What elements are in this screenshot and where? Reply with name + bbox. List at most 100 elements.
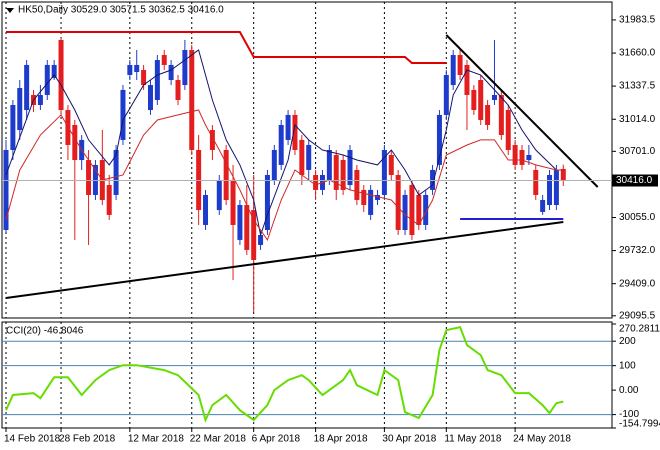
candle-body <box>395 174 401 230</box>
candle-body <box>457 55 463 75</box>
candle-body <box>416 194 422 225</box>
y-tick-label: 0.00 <box>619 385 639 396</box>
candle-body <box>44 64 50 95</box>
candle-body <box>485 105 491 125</box>
candle-body <box>141 69 147 86</box>
candle-body <box>436 114 442 165</box>
candle-body <box>58 39 64 111</box>
candle-body <box>127 64 133 75</box>
candle-body <box>168 64 174 81</box>
x-tick-label: 11 May 2018 <box>444 434 502 445</box>
candle-body <box>361 189 367 205</box>
candle-body <box>533 169 539 195</box>
overlay-line <box>5 221 564 299</box>
candle-body <box>230 180 236 225</box>
y-tick-label: -100 <box>619 409 639 420</box>
candle-body <box>10 105 16 150</box>
candle-body <box>223 149 229 200</box>
x-tick-label: 6 Apr 2018 <box>252 434 301 445</box>
candle-body <box>505 110 511 150</box>
candle-body <box>326 149 332 181</box>
candle-body <box>375 194 381 200</box>
candle-body <box>161 55 167 65</box>
candle-body <box>402 194 408 230</box>
overlay-line <box>6 31 447 64</box>
x-tick-label: 28 Feb 2018 <box>59 434 116 445</box>
overlay-line <box>5 49 564 237</box>
y-tick-label: 31014.0 <box>619 114 656 125</box>
candle-body <box>430 169 436 190</box>
candle-body <box>237 204 243 240</box>
candle-body <box>154 60 160 100</box>
candle-body <box>340 160 346 190</box>
current-price-box <box>612 174 658 187</box>
chart-title: HK50,Daily 30529.0 30571.5 30362.5 30416… <box>18 5 224 16</box>
y-tick-label: 100 <box>619 360 636 371</box>
candle-body <box>299 139 305 175</box>
indicator-panel-frame <box>1 321 613 429</box>
candle-body <box>553 169 559 205</box>
candle-body <box>333 155 339 190</box>
y-tick-label: 31660.0 <box>619 48 656 59</box>
y-tick-label: 30055.0 <box>619 212 656 223</box>
candle-body <box>17 88 23 131</box>
candle-body <box>244 204 250 250</box>
candle-body <box>51 64 57 78</box>
candle-body <box>216 180 222 211</box>
candle-body <box>285 114 291 140</box>
candle-body <box>278 124 284 165</box>
candle-body <box>196 149 202 211</box>
candle-body <box>478 80 484 120</box>
y-tick-label: 29095.5 <box>619 310 656 321</box>
candle-body <box>209 130 215 150</box>
candle-body <box>519 149 525 165</box>
y-tick-label: -154.7994 <box>619 419 660 430</box>
y-tick-label: 30701.0 <box>619 146 656 157</box>
candle-body <box>120 89 126 140</box>
candle-body <box>271 149 277 181</box>
candle-body <box>203 194 209 225</box>
candle-body <box>547 174 553 205</box>
x-tick-label: 24 May 2018 <box>513 434 571 445</box>
overlay-line <box>445 34 599 188</box>
candle-body <box>526 155 532 161</box>
y-tick-label: 270.2811 <box>619 324 660 335</box>
candle-body <box>560 168 566 181</box>
candle-body <box>464 64 470 95</box>
candle-body <box>491 94 497 100</box>
candle-body <box>512 144 518 165</box>
candle-body <box>264 174 270 230</box>
candle-body <box>423 194 429 225</box>
y-tick-label: 31337.5 <box>619 81 656 92</box>
candle-body <box>189 49 195 150</box>
y-tick-label: 29409.0 <box>619 278 656 289</box>
candle-body <box>86 160 92 195</box>
candle-body <box>258 235 264 245</box>
candle-body <box>347 149 353 186</box>
candle-body <box>113 149 119 195</box>
candle-body <box>409 185 415 236</box>
candle-body <box>24 64 30 111</box>
candle-body <box>3 149 9 230</box>
overlay-line <box>5 109 564 241</box>
candle-body <box>251 210 257 261</box>
y-tick-label: 31983.5 <box>619 15 656 26</box>
x-tick-label: 14 Feb 2018 <box>4 434 61 445</box>
candle-body <box>292 114 298 150</box>
candle-body <box>147 85 153 111</box>
x-tick-label: 18 Apr 2018 <box>314 434 368 445</box>
candle-body <box>182 49 188 86</box>
x-tick-label: 12 Mar 2018 <box>128 434 185 445</box>
main-panel-frame <box>1 1 613 319</box>
candle-body <box>72 124 78 161</box>
candle-body <box>540 199 546 212</box>
indicator-title: CCI(20) -46.8046 <box>6 326 84 337</box>
y-tick-label: 29732.0 <box>619 245 656 256</box>
x-tick-label: 22 Mar 2018 <box>190 434 247 445</box>
candle-body <box>498 94 504 136</box>
candle-body <box>354 169 360 200</box>
candle-body <box>313 174 319 190</box>
candle-body <box>106 185 112 215</box>
